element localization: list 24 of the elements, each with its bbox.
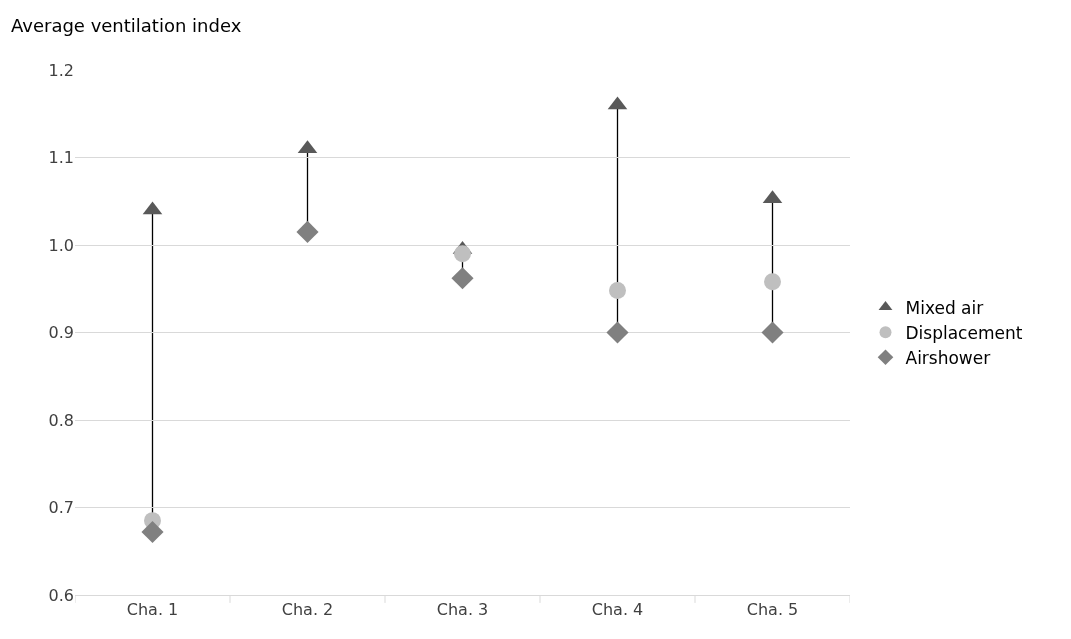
y-tick-label: 0.8 [48,410,74,430]
y-axis-title: Average ventilation index [11,15,242,36]
y-tick-label: 1.2 [48,60,74,80]
legend-label: Airshower [905,347,991,368]
point [606,321,629,344]
x-tick-label: Cha. 4 [591,600,644,620]
point [454,245,471,263]
y-tick-label: 1.0 [48,235,74,255]
y-tick-label: 0.7 [48,498,74,518]
point [761,321,784,344]
point [141,520,164,544]
y-tick-label: 0.9 [48,323,74,343]
x-tick-label: Cha. 1 [126,600,179,620]
point [451,267,474,290]
point [296,220,319,243]
legend-label: Displacement [905,322,1023,343]
x-tick-label: Cha. 5 [746,600,799,620]
point [764,273,781,291]
x-tick-label: Cha. 2 [281,600,334,620]
x-tick-label: Cha. 3 [436,600,489,620]
y-tick-label: 0.6 [48,585,74,605]
point [609,282,626,299]
y-tick-label: 1.1 [48,148,74,168]
legend-label: Mixed air [905,297,984,318]
